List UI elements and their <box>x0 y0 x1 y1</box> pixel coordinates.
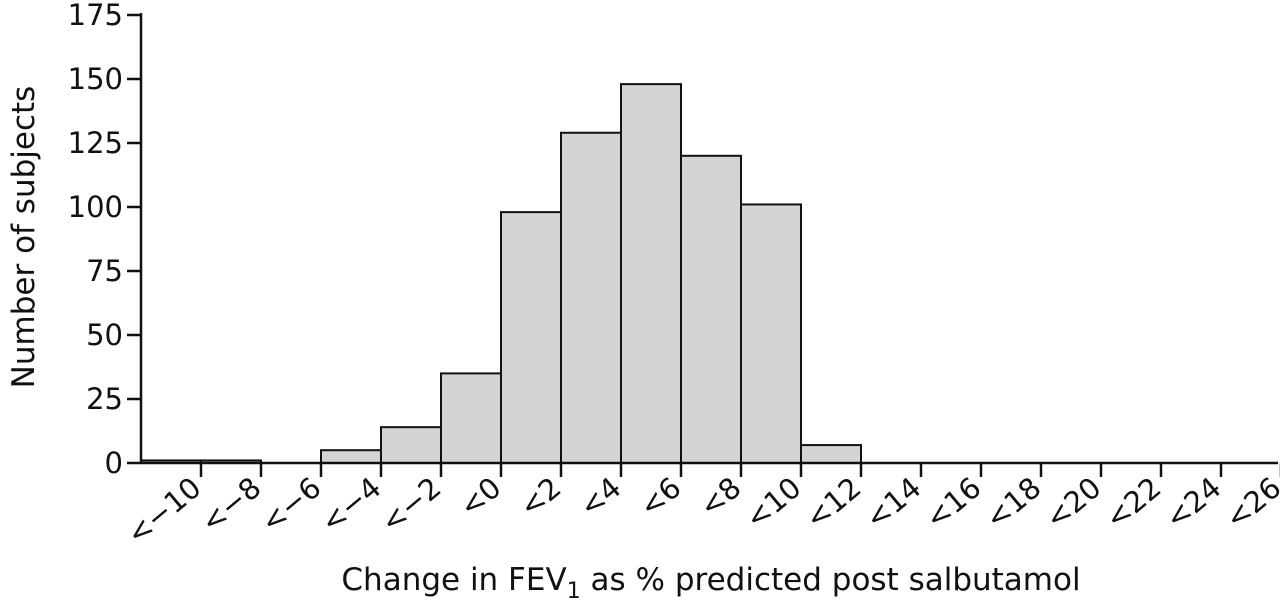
axes-group <box>139 13 1278 465</box>
x-tick-label: <6 <box>633 470 688 524</box>
bar <box>320 449 382 465</box>
x-axis-title-prefix: Change in FEV <box>341 562 566 598</box>
bar <box>440 372 502 464</box>
x-axis-title-subscript: 1 <box>567 579 581 601</box>
bar <box>680 154 742 465</box>
x-tick-label: <10 <box>739 470 808 535</box>
x-tick-label: <14 <box>859 470 928 535</box>
y-tick-label: 150 <box>68 62 123 96</box>
y-tick-label: 25 <box>86 382 123 416</box>
bar <box>620 83 682 465</box>
y-axis-title: Number of subjects <box>6 86 42 389</box>
y-tick-label: 125 <box>68 126 123 160</box>
x-tick-label: <0 <box>453 470 508 524</box>
x-tick-label: <22 <box>1099 470 1168 535</box>
bar <box>740 203 802 464</box>
bar <box>560 131 622 464</box>
x-tick-label: <−6 <box>254 470 327 539</box>
y-tick-label: 75 <box>86 254 123 288</box>
x-tick-label: <4 <box>573 470 628 524</box>
x-tick-label: <−8 <box>194 470 267 539</box>
x-ticks-group: <−10<−8<−6<−4<−2 <0 <2 <4 <6 <8<10<12<14<16<1… <box>120 463 1280 551</box>
x-tick-label: <2 <box>513 470 568 524</box>
x-tick-label: <−10 <box>120 470 207 551</box>
x-tick-label: <24 <box>1159 470 1228 535</box>
y-tick-label: 50 <box>86 318 123 352</box>
x-tick-label: <18 <box>979 470 1048 535</box>
x-tick-label: <26 <box>1219 470 1280 535</box>
y-tick-label: 0 <box>105 446 123 480</box>
x-tick-label: <20 <box>1039 470 1108 535</box>
bar <box>380 426 442 465</box>
y-tick-label: 100 <box>68 190 123 224</box>
bars-group <box>140 83 862 465</box>
x-axis-title-suffix: as % predicted post salbutamol <box>581 562 1081 598</box>
x-axis-title: Change in FEV1 as % predicted post salbu… <box>341 562 1080 601</box>
bar <box>800 444 862 464</box>
bar <box>500 211 562 464</box>
x-tick-label: <12 <box>799 470 868 535</box>
y-ticks-group: 0 25 50 75 100 125 150 175 <box>68 0 141 480</box>
x-tick-label: <16 <box>919 470 988 535</box>
x-tick-label: <−4 <box>314 470 387 539</box>
x-tick-label: <8 <box>693 470 748 524</box>
x-tick-label: <−2 <box>374 470 447 539</box>
y-tick-label: 175 <box>68 0 123 32</box>
